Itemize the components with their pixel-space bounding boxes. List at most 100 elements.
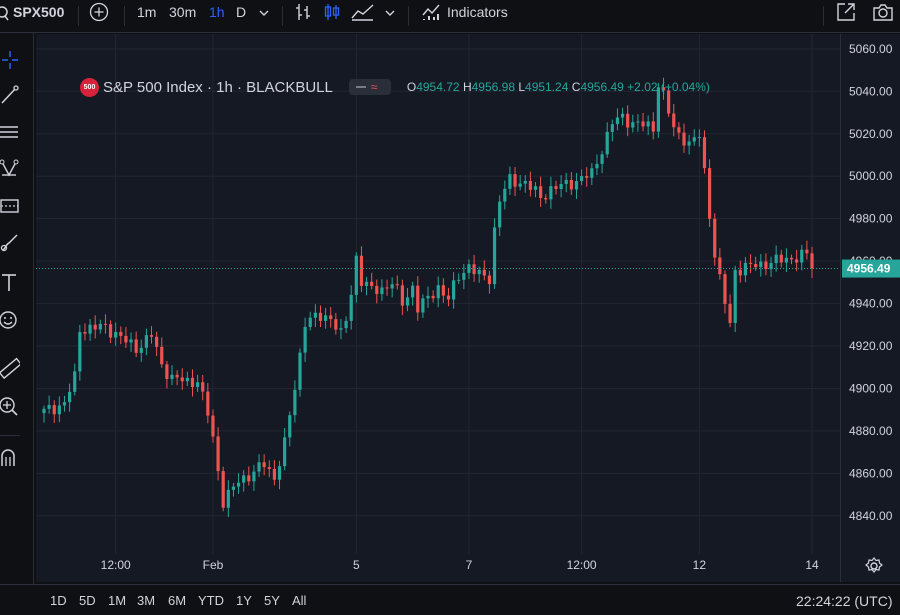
brush-icon[interactable]: [0, 232, 20, 254]
candles-chart-type-icon[interactable]: [322, 2, 342, 22]
fib-retracement-icon[interactable]: [0, 121, 20, 143]
range-ytd-button[interactable]: YTD: [198, 593, 224, 608]
candle-body: [482, 269, 486, 276]
candle-body: [728, 303, 732, 323]
candle-body: [267, 467, 271, 469]
candle-body: [718, 257, 722, 275]
candle-body: [144, 335, 148, 348]
symbol-search[interactable]: SPX500: [13, 4, 65, 20]
utc-clock[interactable]: 22:24:22 (UTC): [796, 593, 893, 609]
candle-body: [595, 163, 599, 169]
candle-body: [129, 339, 133, 343]
area-chart-type-icon[interactable]: [351, 2, 375, 22]
candle-body: [303, 326, 307, 353]
price-tick-label: 4860.00: [849, 466, 893, 480]
time-tick-label: 7: [466, 558, 473, 572]
candle-body: [155, 336, 159, 347]
low-label: L: [518, 80, 526, 94]
candle-body: [226, 489, 230, 508]
candle-body: [518, 183, 522, 187]
price-axis[interactable]: 5060.005040.005020.005000.004980.004960.…: [840, 34, 900, 582]
range-5y-button[interactable]: 5Y: [264, 593, 280, 608]
candle-body: [559, 183, 563, 189]
range-1y-button[interactable]: 1Y: [236, 593, 252, 608]
candle-body: [503, 188, 507, 202]
candle-body: [339, 328, 343, 330]
approx-icon: ≈: [370, 80, 378, 94]
interval-1m[interactable]: 1m: [137, 4, 157, 20]
candle-body: [656, 87, 660, 132]
candle-body: [196, 382, 200, 388]
trend-line-icon[interactable]: [0, 84, 20, 106]
interval-30m[interactable]: 30m: [169, 4, 197, 20]
price-chart[interactable]: 12:00 Feb 5 7 12:00 12 14: [36, 34, 840, 582]
forecast-icon[interactable]: [0, 195, 20, 217]
emoji-icon[interactable]: [0, 309, 20, 331]
price-tick-label: 5020.00: [849, 127, 893, 141]
magnet-icon[interactable]: [0, 446, 20, 468]
range-6m-button[interactable]: 6M: [168, 593, 187, 608]
range-1m-button[interactable]: 1M: [108, 593, 127, 608]
candle-body: [83, 332, 87, 334]
candle-body: [52, 405, 56, 415]
range-all-button[interactable]: All: [292, 593, 307, 608]
candle-body: [185, 377, 189, 382]
chart-pane[interactable]: 12:00 Feb 5 7 12:00 12 14 500 S&P 500 Index · …: [36, 34, 840, 582]
range-3m-button[interactable]: 3M: [137, 593, 156, 608]
candle-body: [523, 180, 527, 184]
candle-body: [805, 249, 809, 254]
time-tick-label: Feb: [203, 558, 224, 572]
high-label: H: [462, 80, 472, 94]
gear-icon[interactable]: [864, 556, 884, 576]
range-5d-button[interactable]: 5D: [79, 593, 96, 608]
chart-grid: [36, 34, 840, 554]
candle-body: [462, 272, 466, 280]
chevron-down-icon[interactable]: [258, 9, 270, 17]
candle-body: [211, 415, 215, 437]
time-tick-label: 12: [693, 558, 707, 572]
candle-body: [759, 261, 763, 268]
instrument-title[interactable]: S&P 500 Index · 1h · BLACKBULL: [103, 78, 333, 96]
candle-body: [564, 179, 568, 184]
market-status-badge[interactable]: ≈: [348, 79, 391, 95]
chevron-down-icon[interactable]: [384, 9, 396, 17]
fullscreen-icon[interactable]: [836, 2, 856, 22]
candle-body: [354, 255, 358, 295]
search-icon[interactable]: [0, 6, 14, 24]
candle-body: [421, 298, 425, 313]
range-1d-button[interactable]: 1D: [50, 593, 67, 608]
crosshair-icon[interactable]: [0, 49, 20, 71]
price-axis-svg: 5060.005040.005020.005000.004980.004960.…: [842, 42, 900, 523]
zoom-in-icon[interactable]: [0, 395, 20, 417]
candle-body: [646, 121, 650, 127]
candle-body: [800, 249, 804, 263]
ruler-icon[interactable]: [0, 357, 20, 379]
add-symbol-icon[interactable]: [89, 2, 109, 22]
candle-body: [549, 186, 553, 200]
candle-body: [149, 335, 154, 337]
pattern-icon[interactable]: [0, 158, 20, 180]
bars-chart-type-icon[interactable]: [293, 2, 313, 22]
camera-icon[interactable]: [872, 2, 894, 22]
indicators-button[interactable]: Indicators: [447, 4, 508, 20]
text-icon[interactable]: [0, 271, 20, 293]
candle-body: [682, 132, 686, 146]
candle-body: [513, 174, 517, 187]
candle-body: [508, 174, 512, 189]
interval-1h[interactable]: 1h: [209, 4, 225, 20]
candle-body: [539, 186, 543, 198]
candle-body: [247, 475, 251, 482]
time-tick-label: 12:00: [567, 558, 597, 572]
candle-body: [380, 287, 384, 295]
chart-legend: 500 S&P 500 Index · 1h · BLACKBULL ≈ O49…: [80, 76, 710, 98]
candle-body: [631, 122, 635, 128]
candle-body: [692, 137, 696, 142]
candle-body: [754, 263, 758, 268]
price-tick-label: 4940.00: [849, 297, 893, 311]
indicators-icon[interactable]: [421, 2, 441, 22]
candle-body: [600, 154, 604, 164]
candle-body: [436, 285, 440, 299]
candle-body: [318, 312, 323, 321]
interval-d[interactable]: D: [236, 4, 247, 20]
candle-body: [574, 181, 579, 190]
